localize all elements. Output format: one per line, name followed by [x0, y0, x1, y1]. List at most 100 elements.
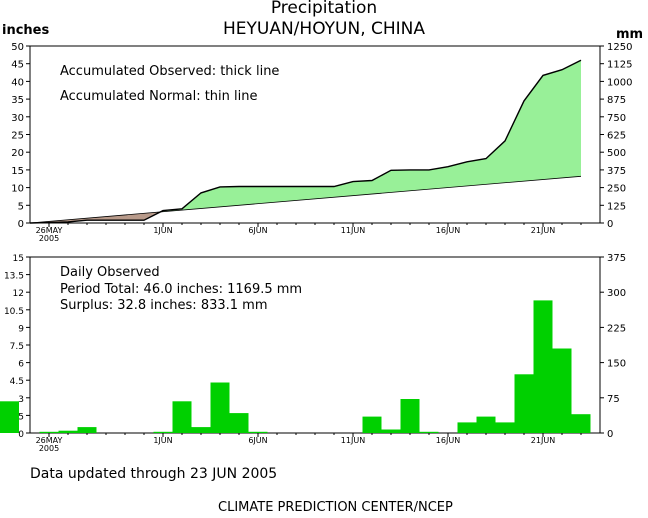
unit-right-label: mm [616, 27, 644, 42]
surplus-area [391, 169, 410, 193]
accum-xtick-sublabel: 2005 [39, 234, 59, 243]
daily-bar [58, 430, 78, 433]
accum-xtick-label: 11JUN [341, 226, 365, 235]
daily-bar [229, 413, 249, 433]
accum-ytick-right-label: 875 [607, 95, 626, 106]
accum-ytick-left-label: 35 [11, 95, 24, 106]
daily-xtick-sublabel: 2005 [39, 444, 59, 453]
accum-ytick-left-label: 25 [11, 131, 24, 142]
daily-bar [0, 401, 19, 433]
accum-ytick-left-label: 0 [18, 219, 24, 230]
daily-ytick-left-label: 0 [18, 430, 24, 440]
accum-ytick-right-label: 1250 [607, 42, 632, 53]
daily-ytick-left-label: 3 [18, 395, 24, 405]
surplus-area [353, 180, 372, 196]
accum-ytick-left-label: 45 [11, 60, 24, 71]
data-updated-note: Data updated through 23 JUN 2005 [30, 466, 278, 482]
surplus-area [296, 186, 315, 201]
daily-xtick-label: 11JUN [341, 436, 365, 445]
surplus-area [524, 75, 543, 182]
daily-ytick-left-label: 9 [18, 324, 24, 334]
daily-ytick-left-label: 12 [13, 289, 24, 299]
accum-ytick-left-label: 10 [11, 184, 24, 195]
daily-bar [362, 416, 382, 433]
daily-ytick-right-label: 75 [607, 394, 620, 405]
surplus-area [372, 170, 391, 194]
surplus-area [220, 186, 239, 207]
surplus-area [258, 186, 277, 204]
chart-title: Precipitation [270, 0, 378, 18]
accum-ytick-left-label: 5 [18, 201, 24, 212]
daily-bar [571, 414, 591, 433]
daily-ytick-right-label: 375 [607, 253, 626, 264]
daily-bar [419, 431, 439, 433]
annotation-surplus: Surplus: 32.8 inches: 833.1 mm [60, 298, 268, 313]
accum-xtick-label: 21JUN [531, 226, 555, 235]
daily-bar [457, 422, 477, 433]
daily-bar [381, 429, 401, 433]
surplus-area [201, 186, 220, 209]
deficit-area [87, 216, 106, 221]
surplus-area [429, 166, 448, 190]
daily-bar [495, 422, 515, 433]
accum-xtick-label: 1JUN [153, 226, 172, 235]
accum-ytick-left-label: 40 [11, 77, 24, 88]
accum-ytick-right-label: 1125 [607, 60, 632, 71]
accum-ytick-right-label: 625 [607, 131, 626, 142]
surplus-area [467, 158, 486, 186]
daily-bar [514, 374, 534, 433]
accum-ytick-right-label: 0 [607, 219, 613, 230]
daily-ytick-right-label: 225 [607, 323, 626, 334]
surplus-area [562, 60, 581, 178]
accum-ytick-left-label: 30 [11, 113, 24, 124]
surplus-area [486, 140, 505, 185]
unit-left-label: inches [2, 23, 50, 38]
daily-bar [210, 382, 230, 433]
surplus-area [315, 186, 334, 199]
normal-accumulated-line [29, 175, 582, 224]
chart-subtitle: HEYUAN/HOYUN, CHINA [222, 19, 426, 39]
accum-xtick-label: 26MAY [36, 226, 63, 235]
daily-bar [533, 300, 553, 433]
daily-bar [400, 399, 420, 433]
daily-ytick-left-label: 6 [18, 360, 24, 370]
daily-ytick-right-label: 150 [607, 359, 626, 370]
daily-xtick-label: 26MAY [36, 436, 63, 445]
annotation-period-total: Period Total: 46.0 inches: 1169.5 mm [60, 282, 302, 297]
accum-ytick-right-label: 125 [607, 201, 626, 212]
credit-line: CLIMATE PREDICTION CENTER/NCEP [218, 500, 453, 515]
daily-bar [191, 427, 211, 433]
accum-xtick-label: 16JUN [436, 226, 460, 235]
surplus-area [239, 186, 258, 206]
daily-ytick-left-label: 10.5 [4, 307, 24, 317]
daily-bar [248, 431, 268, 433]
surplus-area [277, 186, 296, 203]
daily-bar [153, 431, 173, 433]
annotation-normal: Accumulated Normal: thin line [60, 89, 258, 104]
surplus-area [448, 161, 467, 188]
daily-xtick-label: 16JUN [436, 436, 460, 445]
accum-xtick-label: 6JUN [248, 226, 267, 235]
observed-accumulated-line [29, 59, 582, 224]
deficit-area [125, 213, 144, 221]
surplus-area [543, 69, 562, 180]
daily-bar [77, 427, 97, 433]
accum-ytick-right-label: 750 [607, 113, 626, 124]
accum-ytick-right-label: 500 [607, 148, 626, 159]
daily-ytick-left-label: 4.5 [10, 377, 24, 387]
annotation-observed: Accumulated Observed: thick line [60, 64, 279, 79]
accum-ytick-right-label: 375 [607, 166, 626, 177]
surplus-area [505, 100, 524, 183]
accum-ytick-left-label: 15 [11, 166, 24, 177]
accum-ytick-left-label: 50 [11, 42, 24, 53]
daily-bar [552, 348, 572, 433]
accum-ytick-right-label: 1000 [607, 77, 632, 88]
surplus-area [410, 169, 429, 191]
daily-bar [172, 401, 192, 433]
daily-bar [476, 416, 496, 433]
daily-xtick-label: 6JUN [248, 436, 267, 445]
accum-ytick-right-label: 250 [607, 184, 626, 195]
daily-xtick-label: 21JUN [531, 436, 555, 445]
